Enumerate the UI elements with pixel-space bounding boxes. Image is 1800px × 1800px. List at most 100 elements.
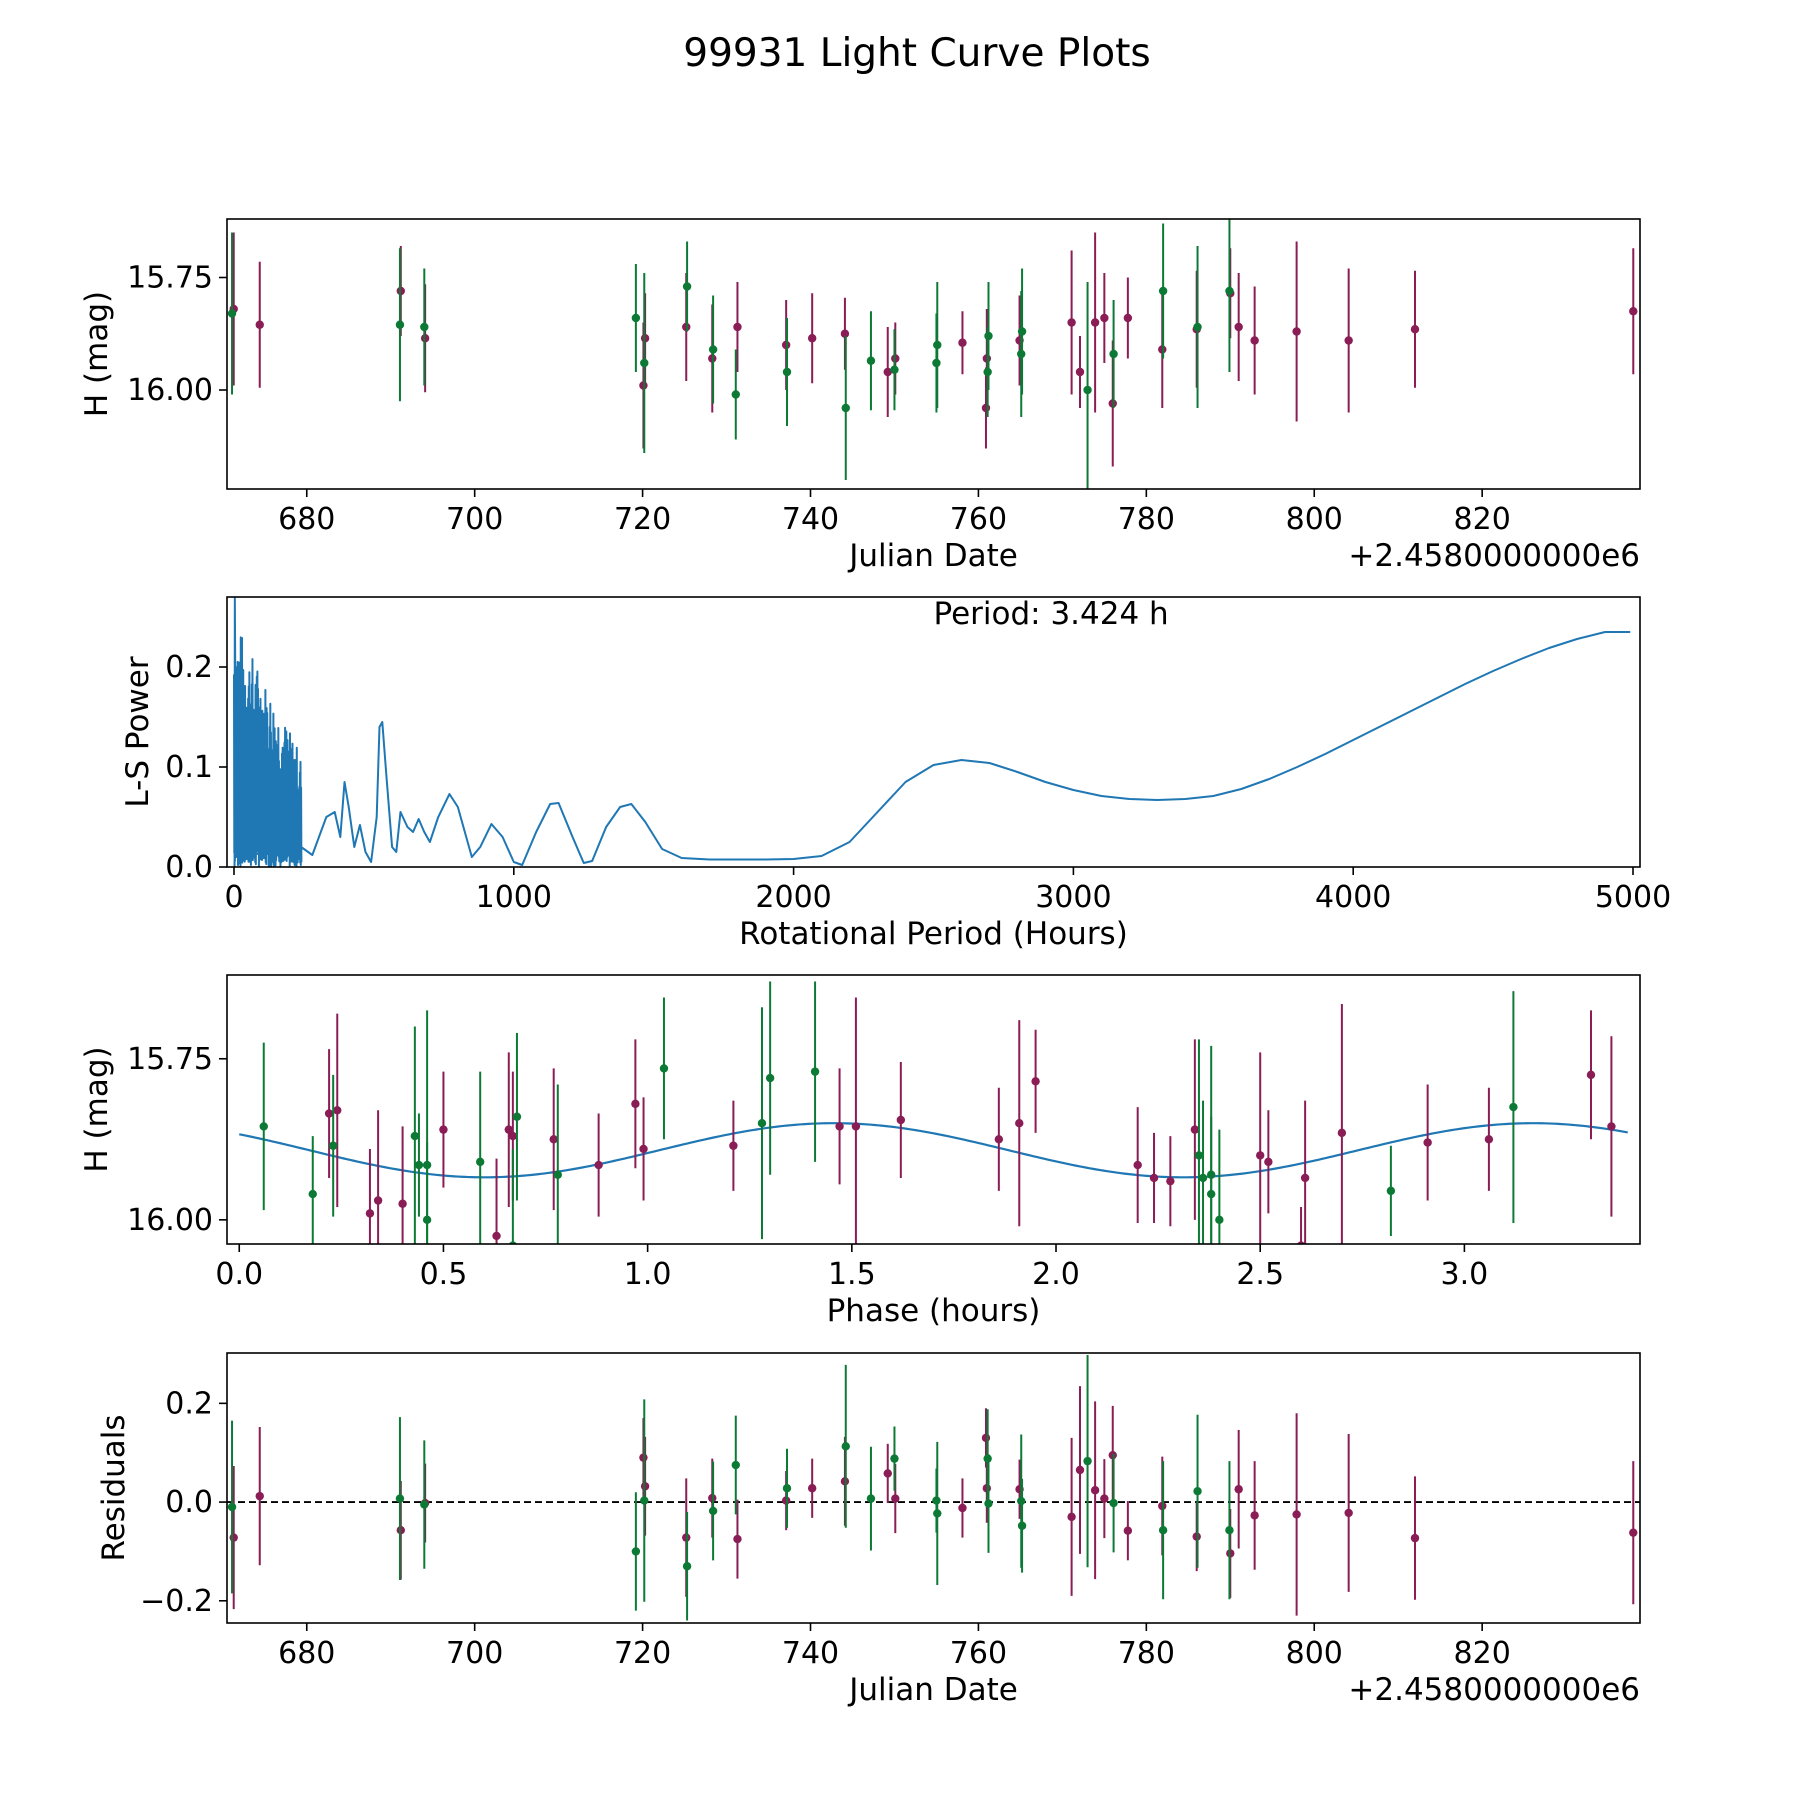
data-point — [227, 1502, 237, 1512]
data-point — [883, 1469, 892, 1478]
data-point — [708, 1506, 718, 1516]
x-tick-label: 800 — [1286, 1636, 1343, 1671]
data-point — [1225, 1526, 1234, 1535]
x-offset-label: +2.4580000000e6 — [1348, 538, 1640, 574]
data-point — [958, 338, 967, 347]
data-point — [512, 1112, 522, 1121]
data-point — [731, 1460, 740, 1470]
x-tick-label: 4000 — [1315, 880, 1391, 915]
x-tick-label: 5000 — [1595, 880, 1671, 915]
x-tick-label: 760 — [950, 502, 1007, 537]
y-tick-label: 0.2 — [165, 1386, 213, 1421]
data-point — [1215, 1215, 1224, 1225]
data-point — [640, 1496, 649, 1505]
data-point — [807, 1484, 817, 1493]
data-point — [631, 1547, 641, 1556]
x-tick-label: 700 — [446, 502, 503, 537]
x-tick-label: 2.0 — [1032, 1257, 1080, 1292]
data-point — [255, 320, 264, 329]
data-point — [1423, 1138, 1432, 1147]
data-point — [1123, 313, 1133, 323]
data-point — [1410, 1533, 1420, 1543]
data-point — [933, 340, 942, 350]
data-point — [782, 367, 792, 377]
data-point — [308, 1189, 317, 1199]
data-point — [841, 1442, 850, 1451]
data-point — [1017, 327, 1027, 336]
data-point — [1234, 1485, 1243, 1494]
data-point — [1100, 1494, 1109, 1503]
data-point — [395, 1494, 405, 1503]
data-point — [553, 1170, 562, 1179]
data-point — [639, 1144, 648, 1154]
data-point — [549, 1135, 558, 1144]
data-point — [810, 1067, 820, 1076]
periodogram-layer — [233, 597, 1631, 867]
data-point — [807, 334, 817, 343]
data-point — [1015, 1118, 1024, 1128]
y-axis-label: Residuals — [96, 1414, 132, 1561]
data-point — [395, 320, 405, 329]
x-tick-label: 1.5 — [828, 1257, 876, 1292]
data-point — [866, 1494, 876, 1503]
data-point — [365, 1209, 375, 1218]
y-tick-label: 15.75 — [127, 261, 213, 296]
data-point — [631, 313, 641, 323]
data-point — [1292, 327, 1301, 336]
data-point — [958, 1503, 967, 1513]
data-point — [883, 367, 892, 377]
data-layer — [227, 1354, 1638, 1621]
data-point — [631, 1099, 640, 1109]
data-point — [229, 1533, 238, 1542]
x-axis-label: Rotational Period (Hours) — [739, 916, 1128, 952]
data-point — [1250, 336, 1259, 345]
data-point — [840, 329, 850, 338]
x-axis-label: Julian Date — [847, 538, 1018, 574]
data-point — [1292, 1510, 1301, 1519]
data-point — [1250, 1511, 1259, 1520]
x-axis-label: Julian Date — [847, 1672, 1018, 1708]
x-tick-label: 1000 — [476, 880, 552, 915]
data-point — [594, 1160, 603, 1170]
data-point — [1075, 367, 1085, 377]
data-point — [398, 1199, 407, 1208]
data-point — [1109, 349, 1118, 359]
y-axis-label: H (mag) — [79, 1046, 115, 1172]
x-tick-label: 740 — [782, 502, 839, 537]
data-point — [410, 1131, 420, 1141]
data-point — [1484, 1135, 1494, 1144]
x-tick-label: 800 — [1286, 502, 1343, 537]
data-point — [835, 1122, 844, 1131]
data-point — [757, 1118, 767, 1128]
data-point — [1067, 318, 1076, 327]
x-tick-label: 0.5 — [420, 1257, 468, 1292]
data-point — [1149, 1173, 1159, 1183]
axes-frame — [226, 1352, 1641, 1624]
x-tick-label: 820 — [1454, 1636, 1511, 1671]
data-point — [1083, 385, 1092, 395]
x-offset-label: +2.4580000000e6 — [1348, 1672, 1640, 1708]
y-tick-label: 0.0 — [165, 850, 213, 885]
chart-periodogram: Period: 3.424 h 0 1000 2000 3000 4000 5000 0.0 0… — [120, 596, 1671, 952]
data-point — [733, 322, 742, 332]
data-point — [1509, 1102, 1518, 1112]
data-point — [1198, 1173, 1208, 1183]
data-point — [1158, 286, 1168, 296]
data-point — [994, 1135, 1004, 1144]
data-point — [1300, 1173, 1310, 1183]
data-point — [1206, 1170, 1216, 1179]
x-tick-label: 820 — [1454, 502, 1511, 537]
data-point — [981, 1433, 991, 1443]
data-layer — [227, 219, 1638, 489]
data-point — [733, 1534, 742, 1544]
data-point — [984, 1499, 993, 1508]
y-tick-label: −0.2 — [140, 1584, 213, 1619]
data-point — [1264, 1157, 1273, 1167]
data-point — [508, 1131, 518, 1141]
data-point — [504, 1125, 513, 1134]
data-point — [841, 403, 850, 413]
ls-power-curve — [233, 597, 1631, 867]
data-point — [255, 1491, 264, 1501]
y-tick-label: 16.00 — [127, 1203, 213, 1238]
